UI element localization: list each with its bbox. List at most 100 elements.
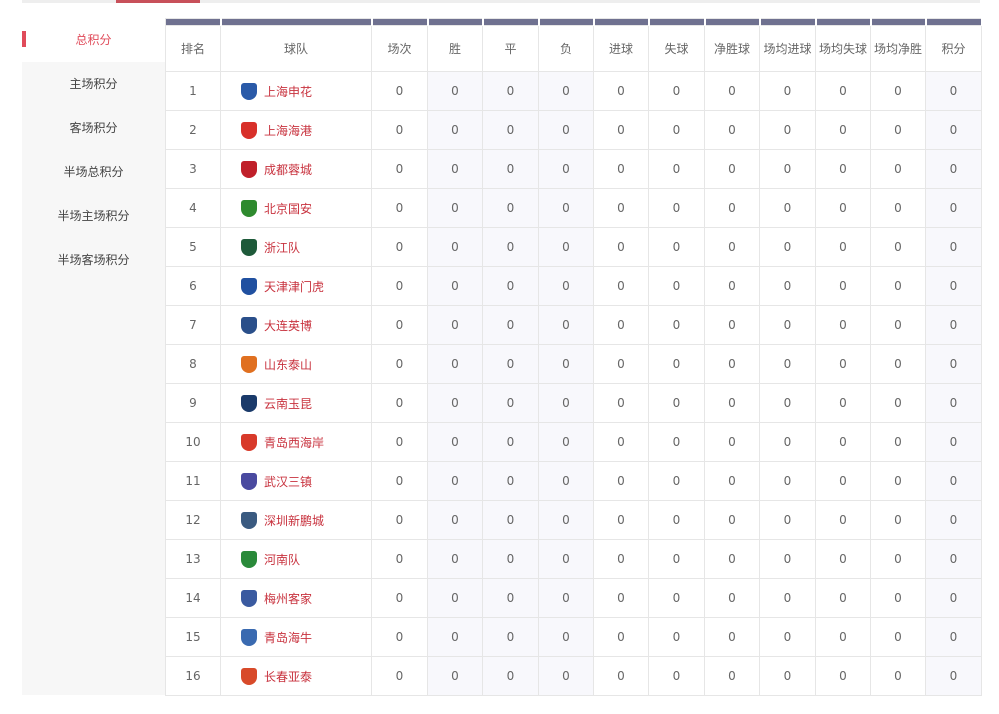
team-link[interactable]: 大连英博 xyxy=(221,316,371,334)
stat-cell: 0 xyxy=(427,344,483,384)
stat-cell: 0 xyxy=(815,71,871,111)
header-bar-segment xyxy=(870,18,927,26)
sidebar-item-1[interactable]: 主场积分 xyxy=(69,77,118,91)
team-logo-icon xyxy=(241,667,257,685)
team-link[interactable]: 山东泰山 xyxy=(221,355,371,373)
stat-cell: 0 xyxy=(925,578,982,618)
team-cell: 云南玉昆 xyxy=(220,383,372,423)
stat-cell: 0 xyxy=(482,461,539,501)
stat-cell: 0 xyxy=(538,149,594,189)
stat-cell: 0 xyxy=(704,656,760,696)
stat-cell: 0 xyxy=(759,539,816,579)
stat-cell: 0 xyxy=(815,344,871,384)
stat-cell: 0 xyxy=(815,461,871,501)
stat-cell: 0 xyxy=(704,578,760,618)
column-header: 积分 xyxy=(925,25,982,72)
team-link[interactable]: 云南玉昆 xyxy=(221,394,371,412)
stat-cell: 0 xyxy=(538,617,594,657)
sidebar-item-0[interactable]: 总积分 xyxy=(22,18,165,62)
rank-cell: 12 xyxy=(165,500,221,540)
team-name: 成都蓉城 xyxy=(264,162,313,177)
table-row: 3 成都蓉城 0 0 0 0 0 0 0 0 0 0 0 xyxy=(165,149,982,189)
stat-cell: 0 xyxy=(759,149,816,189)
stat-cell: 0 xyxy=(427,578,483,618)
stat-cell: 0 xyxy=(371,422,428,462)
stat-cell: 0 xyxy=(482,227,539,267)
stat-cell: 0 xyxy=(759,578,816,618)
rank-cell: 1 xyxy=(165,71,221,111)
sidebar-item-5[interactable]: 半场客场积分 xyxy=(57,253,130,267)
stat-cell: 0 xyxy=(593,500,649,540)
stat-cell: 0 xyxy=(704,110,760,150)
stat-cell: 0 xyxy=(870,344,926,384)
stat-cell: 0 xyxy=(371,500,428,540)
rank-cell: 6 xyxy=(165,266,221,306)
column-header: 场均净胜 xyxy=(870,25,926,72)
stat-cell: 0 xyxy=(704,422,760,462)
team-name: 云南玉昆 xyxy=(264,396,313,411)
stat-cell: 0 xyxy=(538,578,594,618)
team-logo-icon xyxy=(241,160,257,178)
sidebar-item-3[interactable]: 半场总积分 xyxy=(63,165,124,179)
team-name: 青岛海牛 xyxy=(264,630,313,645)
team-cell: 浙江队 xyxy=(220,227,372,267)
team-link[interactable]: 北京国安 xyxy=(221,199,371,217)
stat-cell: 0 xyxy=(925,266,982,306)
sidebar-item-4[interactable]: 半场主场积分 xyxy=(57,209,130,223)
stat-cell: 0 xyxy=(759,266,816,306)
rank-cell: 2 xyxy=(165,110,221,150)
team-link[interactable]: 天津津门虎 xyxy=(221,277,371,295)
team-link[interactable]: 武汉三镇 xyxy=(221,472,371,490)
stat-cell: 0 xyxy=(538,188,594,228)
stat-cell: 0 xyxy=(593,383,649,423)
stat-cell: 0 xyxy=(538,71,594,111)
stat-cell: 0 xyxy=(815,227,871,267)
stat-cell: 0 xyxy=(925,461,982,501)
stat-cell: 0 xyxy=(648,617,705,657)
team-link[interactable]: 河南队 xyxy=(221,550,371,568)
sidebar-item-2[interactable]: 客场积分 xyxy=(69,121,118,135)
stat-cell: 0 xyxy=(482,305,539,345)
stat-cell: 0 xyxy=(427,383,483,423)
stat-cell: 0 xyxy=(427,110,483,150)
team-link[interactable]: 青岛海牛 xyxy=(221,628,371,646)
table-row: 15 青岛海牛 0 0 0 0 0 0 0 0 0 0 0 xyxy=(165,617,982,657)
stat-cell: 0 xyxy=(538,422,594,462)
team-link[interactable]: 梅州客家 xyxy=(221,589,371,607)
team-name: 梅州客家 xyxy=(264,591,313,606)
stat-cell: 0 xyxy=(482,422,539,462)
team-logo-icon xyxy=(241,277,257,295)
column-header: 球队 xyxy=(220,25,372,72)
stat-cell: 0 xyxy=(593,578,649,618)
stat-cell: 0 xyxy=(482,617,539,657)
stat-cell: 0 xyxy=(482,539,539,579)
stat-cell: 0 xyxy=(870,110,926,150)
stat-cell: 0 xyxy=(593,305,649,345)
stat-cell: 0 xyxy=(427,422,483,462)
team-link[interactable]: 上海申花 xyxy=(221,82,371,100)
stat-cell: 0 xyxy=(427,656,483,696)
stat-cell: 0 xyxy=(593,656,649,696)
team-link[interactable]: 成都蓉城 xyxy=(221,160,371,178)
stat-cell: 0 xyxy=(925,539,982,579)
standings-table: 排名 球队 场次胜平负进球 失球 净胜球 场均进球 场均失球 场均净胜 积分 1 上海申花 0 0 0 0… xyxy=(165,18,983,696)
table-row: 6 天津津门虎 0 0 0 0 0 0 0 0 0 0 0 xyxy=(165,266,982,306)
column-header: 场均进球 xyxy=(759,25,816,72)
rank-cell: 15 xyxy=(165,617,221,657)
team-name: 深圳新鹏城 xyxy=(264,513,325,528)
stat-cell: 0 xyxy=(371,344,428,384)
team-link[interactable]: 上海海港 xyxy=(221,121,371,139)
table-row: 11 武汉三镇 0 0 0 0 0 0 0 0 0 0 0 xyxy=(165,461,982,501)
team-link[interactable]: 深圳新鹏城 xyxy=(221,511,371,529)
header-bar-segment xyxy=(593,18,650,26)
stat-cell: 0 xyxy=(925,149,982,189)
team-link[interactable]: 青岛西海岸 xyxy=(221,433,371,451)
stat-cell: 0 xyxy=(593,110,649,150)
stat-cell: 0 xyxy=(870,266,926,306)
team-link[interactable]: 浙江队 xyxy=(221,238,371,256)
stat-cell: 0 xyxy=(704,305,760,345)
stat-cell: 0 xyxy=(870,422,926,462)
team-link[interactable]: 长春亚泰 xyxy=(221,667,371,685)
rank-cell: 11 xyxy=(165,461,221,501)
stat-cell: 0 xyxy=(815,422,871,462)
